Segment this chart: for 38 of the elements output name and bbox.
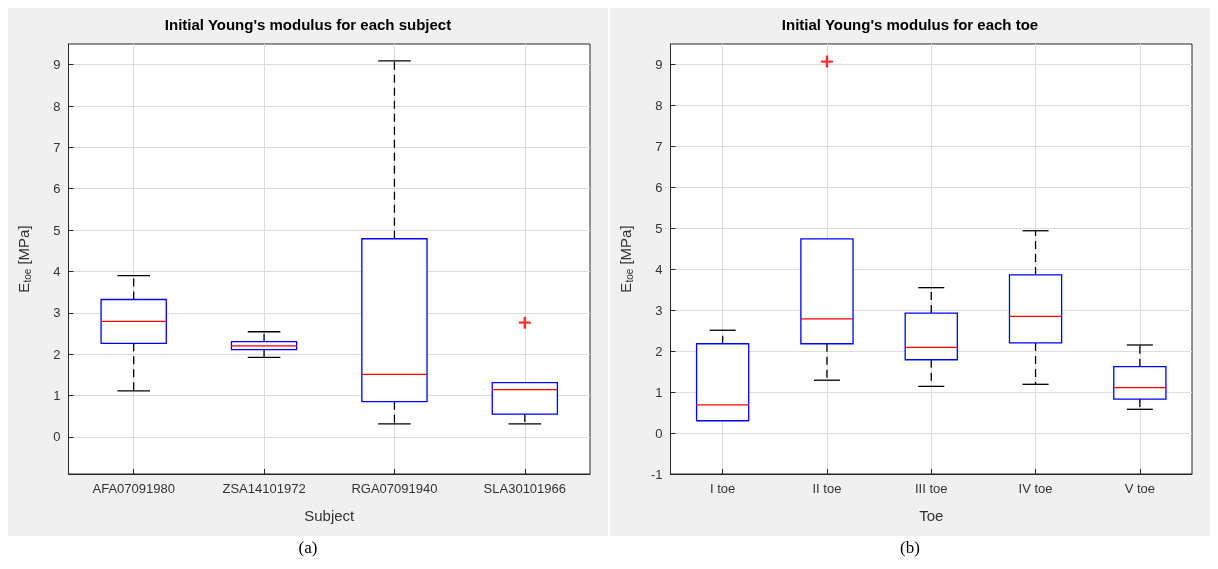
text: (b) bbox=[899, 538, 921, 558]
y-tick-label: 6 bbox=[53, 181, 61, 197]
y-tick-label: 7 bbox=[53, 139, 61, 155]
x-tick-label: III toe bbox=[914, 481, 948, 496]
y-tick-label: -1 bbox=[650, 466, 663, 482]
x-tick-label: ZSA14101972 bbox=[222, 481, 306, 496]
x-tick-label: II toe bbox=[812, 481, 842, 496]
x-axis-title: Subject bbox=[304, 507, 356, 524]
x-tick-label: SLA30101966 bbox=[483, 481, 567, 496]
y-tick-label: 4 bbox=[655, 261, 663, 277]
y-axis-title: Etoe [MPa] bbox=[15, 225, 33, 293]
y-tick-label: 9 bbox=[53, 57, 61, 73]
y-tick-label: 4 bbox=[53, 263, 61, 279]
x-tick-label: V toe bbox=[1124, 481, 1156, 496]
y-tick-label: 2 bbox=[655, 343, 663, 359]
y-tick-label: 8 bbox=[53, 98, 61, 114]
chart-title: Initial Young's modulus for each subject bbox=[164, 16, 452, 33]
y-axis-title: Etoe [MPa] bbox=[617, 225, 635, 293]
y-tick-label: 5 bbox=[655, 220, 663, 236]
y-tick-label: 0 bbox=[53, 429, 61, 445]
y-tick-label: 3 bbox=[655, 302, 663, 318]
x-tick-label: RGA07091940 bbox=[351, 481, 438, 496]
text: (a) bbox=[297, 538, 319, 558]
y-tick-label: 2 bbox=[53, 346, 61, 362]
x-tick-label: IV toe bbox=[1018, 481, 1053, 496]
y-tick-label: 9 bbox=[655, 56, 663, 72]
y-tick-label: 7 bbox=[655, 138, 663, 154]
y-tick-label: 8 bbox=[655, 97, 663, 113]
y-tick-label: 1 bbox=[655, 384, 663, 400]
x-tick-label: AFA07091980 bbox=[92, 481, 175, 496]
y-tick-label: 5 bbox=[53, 222, 61, 238]
x-axis-title: Toe bbox=[919, 507, 944, 524]
y-tick-label: 0 bbox=[655, 425, 663, 441]
chart-title: Initial Young's modulus for each toe bbox=[781, 16, 1039, 33]
y-tick-label: 3 bbox=[53, 305, 61, 321]
y-tick-label: 1 bbox=[53, 387, 61, 403]
y-tick-label: 6 bbox=[655, 179, 663, 195]
x-tick-label: I toe bbox=[710, 481, 736, 496]
